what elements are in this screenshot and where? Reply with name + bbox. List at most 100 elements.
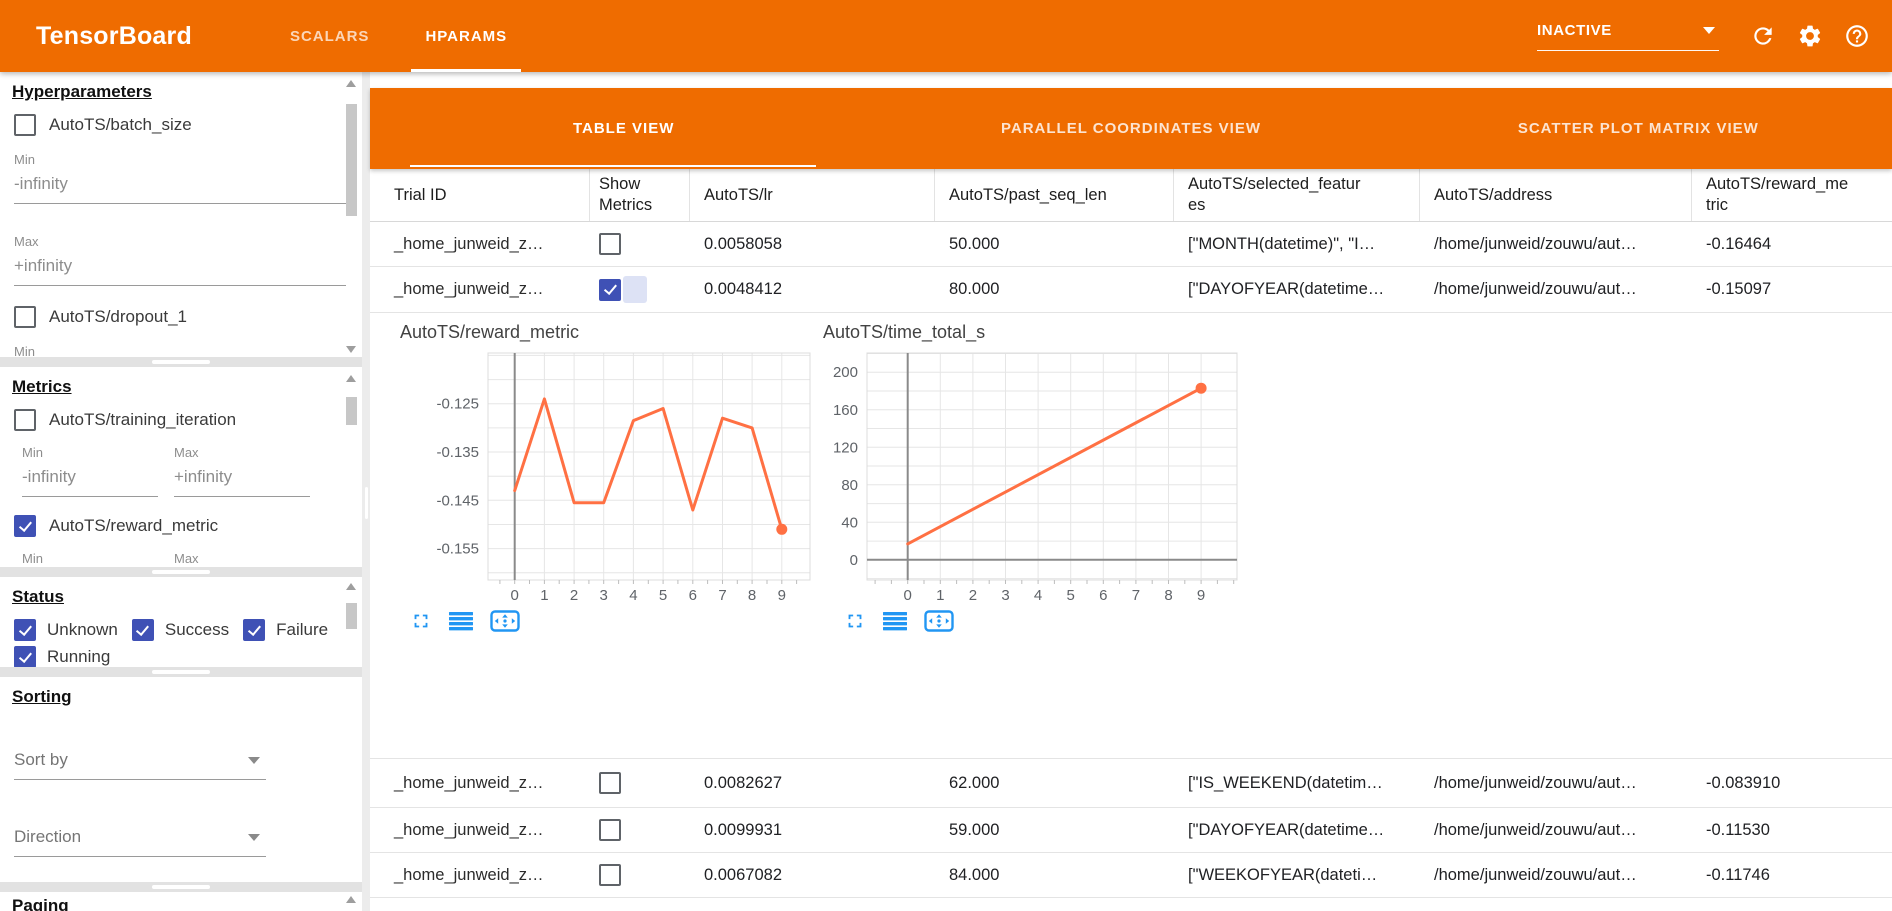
scroll-up-icon[interactable] (346, 896, 356, 903)
fullscreen-icon[interactable] (844, 610, 866, 632)
chevron-down-icon (248, 756, 260, 764)
data-lines-icon[interactable] (882, 610, 908, 632)
reward-metric-checkbox[interactable] (14, 515, 36, 537)
run-status-dropdown[interactable]: INACTIVE (1537, 22, 1719, 51)
status-label: Success (164, 620, 230, 639)
show-metrics-checkbox[interactable] (599, 864, 621, 886)
scroll-up-icon[interactable] (346, 583, 356, 590)
section-resize-handle[interactable] (0, 667, 362, 677)
min-input[interactable]: -infinity (14, 167, 346, 204)
status-option-success: Success (131, 619, 230, 641)
chart-title-time-total: AutoTS/time_total_s (823, 322, 986, 342)
col-address: AutoTS/address (1420, 169, 1692, 221)
col-selected-features: AutoTS/selected_features (1174, 169, 1420, 221)
lr-cell: 0.0082627 (704, 773, 782, 792)
sort-by-select[interactable]: Sort by (14, 743, 266, 780)
table-row: _home_junweid_z… 0.0058058 50.000 ["MONT… (370, 222, 1892, 267)
reward-metric-line-chart[interactable]: -0.125 -0.135 -0.145 -0.155 0 1 2 3 4 5 6 7 8 9 (424, 351, 812, 611)
min-input[interactable]: -infinity (22, 460, 158, 497)
trial-id-cell: _home_junweid_z… (394, 280, 544, 298)
show-metrics-cell (590, 772, 690, 794)
dropout-checkbox[interactable] (14, 306, 36, 328)
scroll-down-icon[interactable] (346, 346, 356, 353)
view-tabs: TABLE VIEW PARALLEL COORDINATES VIEW SCA… (370, 88, 1892, 169)
scrollbar-thumb[interactable] (346, 397, 357, 425)
table-row: _home_junweid_z… 0.0048412 80.000 ["DAYO… (370, 267, 1892, 313)
section-resize-handle[interactable] (0, 567, 362, 577)
trial-id-cell: _home_junweid_z… (394, 773, 544, 792)
success-checkbox[interactable] (131, 619, 154, 641)
selected-features-cell: ["MONTH(datetime)", "I… (1188, 234, 1376, 253)
svg-text:-0.135: -0.135 (436, 444, 479, 461)
pan-icon[interactable] (490, 610, 520, 632)
show-metrics-cell (590, 819, 690, 841)
svg-text:-0.145: -0.145 (436, 492, 479, 509)
metric-label: AutoTS/training_iteration (49, 410, 237, 429)
data-lines-icon[interactable] (448, 610, 474, 632)
past-seq-len-cell: 59.000 (949, 820, 1000, 839)
section-resize-handle[interactable] (0, 357, 362, 367)
training-iteration-checkbox[interactable] (14, 409, 36, 431)
reward-metric-minmax: Min Max (22, 551, 362, 566)
status-option-unknown: Unknown (14, 619, 118, 641)
direction-select[interactable]: Direction (14, 820, 266, 857)
param-label: AutoTS/batch_size (49, 115, 192, 134)
section-resize-handle[interactable] (0, 882, 362, 892)
fullscreen-icon[interactable] (410, 610, 432, 632)
status-label: Unknown (47, 620, 118, 639)
running-checkbox[interactable] (14, 646, 36, 667)
table-header: Trial ID Show Metrics AutoTS/lr AutoTS/p… (370, 169, 1892, 222)
metrics-heading: Metrics (12, 377, 72, 396)
svg-text:8: 8 (1164, 587, 1172, 604)
hparams-main: TABLE VIEW PARALLEL COORDINATES VIEW SCA… (370, 72, 1892, 911)
chevron-down-icon (1703, 26, 1715, 34)
scrollbar-thumb[interactable] (346, 104, 357, 216)
section-sorting: Sorting Sort by Direction (0, 677, 362, 882)
unknown-checkbox[interactable] (14, 619, 36, 641)
section-hyperparameters: Hyperparameters AutoTS/batch_size Min -i… (0, 72, 362, 357)
help-icon[interactable] (1833, 23, 1880, 49)
show-metrics-checkbox[interactable] (599, 233, 621, 255)
status-label: Failure (276, 620, 329, 639)
tab-hparams[interactable]: HPARAMS (397, 0, 535, 72)
tab-table-view[interactable]: TABLE VIEW (370, 88, 877, 169)
failure-checkbox[interactable] (243, 619, 266, 641)
address-cell: /home/junweid/zouwu/aut… (1434, 820, 1637, 839)
tab-scalars-label: SCALARS (289, 27, 370, 45)
sidebar-resize-gutter[interactable] (362, 72, 370, 911)
show-metrics-checkbox[interactable] (599, 819, 621, 841)
address-cell: /home/junweid/zouwu/aut… (1434, 773, 1637, 792)
lr-cell: 0.0099931 (704, 820, 782, 839)
batch-size-checkbox[interactable] (14, 114, 36, 136)
reward-metric-cell: -0.16464 (1706, 234, 1772, 253)
tab-parallel-coordinates-view[interactable]: PARALLEL COORDINATES VIEW (877, 88, 1384, 169)
min-label: Min (22, 445, 43, 460)
tab-label: TABLE VIEW (572, 120, 675, 137)
show-metrics-checkbox[interactable] (599, 772, 621, 794)
pan-icon[interactable] (924, 610, 954, 632)
scrollbar-thumb[interactable] (346, 603, 357, 629)
svg-text:5: 5 (1067, 587, 1075, 604)
col-show-metrics: Show Metrics (590, 169, 690, 221)
refresh-icon[interactable] (1739, 23, 1786, 49)
min-label: Min (14, 344, 35, 357)
max-input[interactable]: +infinity (14, 249, 346, 286)
gear-icon[interactable] (1786, 23, 1833, 49)
address-cell: /home/junweid/zouwu/aut… (1434, 280, 1637, 298)
tab-scatter-plot-matrix-view[interactable]: SCATTER PLOT MATRIX VIEW (1385, 88, 1892, 169)
show-metrics-cell (590, 864, 690, 886)
past-seq-len-cell: 62.000 (949, 773, 1000, 792)
scroll-up-icon[interactable] (346, 375, 356, 382)
tab-label: SCATTER PLOT MATRIX VIEW (1517, 120, 1759, 137)
appbar-actions: INACTIVE (1537, 22, 1880, 51)
time-total-line-chart[interactable]: 0 40 80 120 160 200 0 1 2 3 4 5 6 7 8 9 (803, 351, 1239, 611)
svg-text:40: 40 (841, 514, 858, 531)
max-input[interactable]: +infinity (174, 460, 310, 497)
hyperparameters-heading: Hyperparameters (12, 82, 152, 101)
selected-features-cell: ["WEEKOFYEAR(dateti… (1188, 865, 1378, 884)
tab-scalars[interactable]: SCALARS (262, 0, 398, 72)
scroll-up-icon[interactable] (346, 80, 356, 87)
trial-id-cell: _home_junweid_z… (394, 234, 544, 253)
show-metrics-checkbox[interactable] (599, 278, 621, 301)
